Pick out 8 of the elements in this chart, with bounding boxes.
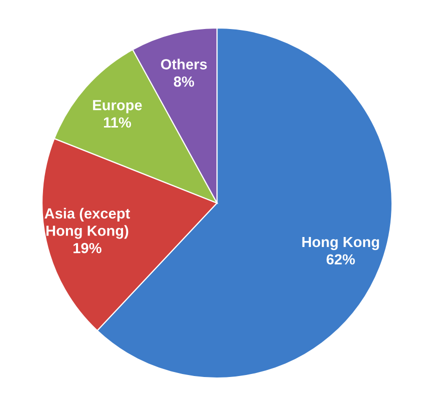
data-label: 62% <box>326 254 355 265</box>
data-label: 8% <box>174 76 194 87</box>
slice-label: Hong Kong <box>302 236 379 250</box>
slice-label: Others <box>161 58 207 70</box>
slice-label: Europe <box>93 100 142 114</box>
data-label: 11% <box>104 117 132 128</box>
slice-label: Asia (except Hong Kong) <box>44 208 130 239</box>
data-label: 19% <box>74 242 102 254</box>
